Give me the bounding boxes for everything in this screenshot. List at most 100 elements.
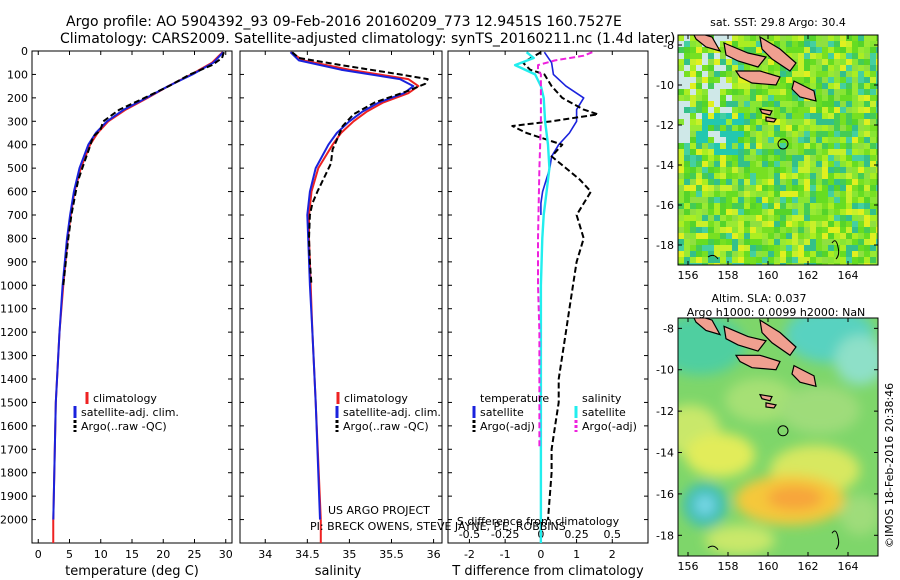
sst-cell <box>804 143 810 149</box>
sst-cell <box>738 77 744 83</box>
sst-cell <box>708 161 714 167</box>
sst-cell <box>744 65 750 71</box>
sst-cell <box>840 227 846 233</box>
sst-cell <box>804 203 810 209</box>
sst-cell <box>834 179 840 185</box>
y-tick-label: 1600 <box>0 420 28 433</box>
sst-cell <box>816 185 822 191</box>
sst-cell <box>690 173 696 179</box>
sst-cell <box>780 239 786 245</box>
sst-cell <box>828 113 834 119</box>
sst-cell <box>762 167 768 173</box>
sst-cell <box>876 35 878 41</box>
sst-cell <box>756 167 762 173</box>
sst-cell <box>714 239 720 245</box>
sst-cell <box>834 65 840 71</box>
sst-cell <box>828 173 834 179</box>
sst-cell <box>744 119 750 125</box>
project-pi: PI: BRECK OWENS, STEVE JAYNE, P.E. ROBBI… <box>310 520 566 533</box>
sst-cell <box>816 119 822 125</box>
sst-cell <box>810 143 816 149</box>
sst-cell <box>846 83 852 89</box>
sst-cell <box>834 257 840 263</box>
sst-cell <box>756 137 762 143</box>
sst-cell <box>720 191 726 197</box>
sst-cell <box>852 95 858 101</box>
sst-cell <box>750 227 756 233</box>
sst-cell <box>810 239 816 245</box>
sst-cell <box>780 167 786 173</box>
sst-cell <box>864 263 870 265</box>
sst-cell <box>786 203 792 209</box>
sst-cell <box>852 179 858 185</box>
sst-cell <box>696 245 702 251</box>
sst-cell <box>822 197 828 203</box>
sst-cell <box>810 47 816 53</box>
sst-cell <box>690 161 696 167</box>
sst-cell <box>798 233 804 239</box>
sst-cell <box>852 155 858 161</box>
sst-cell <box>816 221 822 227</box>
sst-cell <box>834 131 840 137</box>
sst-cell <box>696 95 702 101</box>
sst-cell <box>864 77 870 83</box>
sst-cell <box>678 47 684 53</box>
sst-cell <box>828 47 834 53</box>
sst-cell <box>864 179 870 185</box>
sst-cell <box>840 245 846 251</box>
sst-cell <box>792 149 798 155</box>
sst-cell <box>870 119 876 125</box>
sst-cell <box>690 47 696 53</box>
sst-cell <box>870 257 876 263</box>
sst-cell <box>708 53 714 59</box>
temperature-axes <box>31 50 233 544</box>
sst-cell <box>738 155 744 161</box>
sst-cell <box>876 251 878 257</box>
sst-cell <box>816 95 822 101</box>
sst-cell <box>864 107 870 113</box>
sst-cell <box>876 191 878 197</box>
sst-cell <box>858 233 864 239</box>
sst-cell <box>702 71 708 77</box>
sst-cell <box>756 191 762 197</box>
sst-cell <box>852 89 858 95</box>
sst-cell <box>768 227 774 233</box>
sst-cell <box>774 239 780 245</box>
sst-cell <box>744 41 750 47</box>
sst-cell <box>864 209 870 215</box>
sst-cell <box>678 215 684 221</box>
sst-cell <box>858 113 864 119</box>
sst-cell <box>804 53 810 59</box>
sst-cell <box>684 35 690 41</box>
x2-tick-label: 0.5 <box>604 528 622 541</box>
sst-map-frame <box>677 34 879 266</box>
sst-cell <box>696 77 702 83</box>
sst-cell <box>864 185 870 191</box>
sst-cell <box>780 251 786 257</box>
sst-cell <box>816 161 822 167</box>
sst-cell <box>804 209 810 215</box>
sst-cell <box>810 137 816 143</box>
sst-cell <box>828 59 834 65</box>
sst-cell <box>696 257 702 263</box>
sst-cell <box>822 149 828 155</box>
sst-cell <box>876 239 878 245</box>
sst-cell <box>822 239 828 245</box>
sst-cell <box>762 227 768 233</box>
sst-cell <box>852 125 858 131</box>
sst-cell <box>852 77 858 83</box>
sst-cell <box>864 47 870 53</box>
sst-cell <box>876 59 878 65</box>
map-x-tick-label: 158 <box>718 560 739 573</box>
sst-cell <box>840 35 846 41</box>
sst-cell <box>852 71 858 77</box>
sst-cell <box>762 239 768 245</box>
sst-cell <box>846 101 852 107</box>
sst-cell <box>846 215 852 221</box>
sst-cell <box>834 113 840 119</box>
sst-cell <box>846 263 852 265</box>
sst-cell <box>834 83 840 89</box>
sst-cell <box>702 59 708 65</box>
sst-cell <box>702 263 708 265</box>
